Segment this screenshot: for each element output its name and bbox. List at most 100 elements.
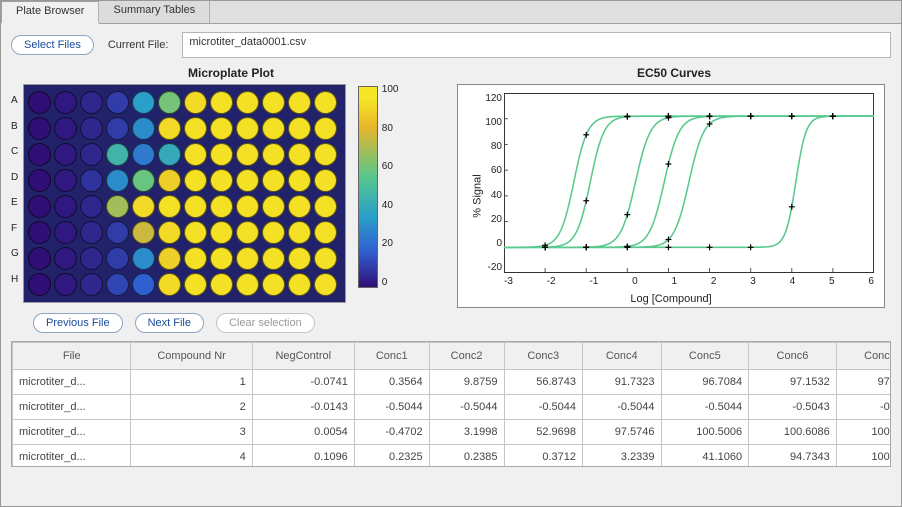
column-header[interactable]: Conc3	[504, 343, 583, 370]
table-row[interactable]: microtiter_d...30.0054-0.47023.199852.96…	[13, 420, 892, 445]
well[interactable]	[80, 273, 103, 296]
column-header[interactable]: Conc5	[661, 343, 749, 370]
well[interactable]	[158, 221, 181, 244]
well[interactable]	[314, 169, 337, 192]
well[interactable]	[236, 169, 259, 192]
well[interactable]	[80, 195, 103, 218]
well[interactable]	[236, 143, 259, 166]
ec50-chart[interactable]: % Signal 120100806040200-20 -3-2-1012345…	[457, 84, 885, 308]
well[interactable]	[236, 273, 259, 296]
well[interactable]	[262, 117, 285, 140]
column-header[interactable]: Conc7	[836, 343, 891, 370]
well[interactable]	[54, 195, 77, 218]
well[interactable]	[288, 169, 311, 192]
well[interactable]	[158, 247, 181, 270]
well[interactable]	[80, 91, 103, 114]
column-header[interactable]: Conc6	[749, 343, 837, 370]
well[interactable]	[314, 247, 337, 270]
well[interactable]	[210, 273, 233, 296]
table-row[interactable]: microtiter_d...2-0.0143-0.5044-0.5044-0.…	[13, 395, 892, 420]
well[interactable]	[28, 221, 51, 244]
well[interactable]	[28, 195, 51, 218]
well[interactable]	[262, 91, 285, 114]
well[interactable]	[132, 91, 155, 114]
data-table[interactable]: FileCompound NrNegControlConc1Conc2Conc3…	[11, 341, 891, 467]
well[interactable]	[184, 195, 207, 218]
column-header[interactable]: Conc4	[583, 343, 662, 370]
well[interactable]	[236, 91, 259, 114]
well[interactable]	[132, 117, 155, 140]
well[interactable]	[158, 117, 181, 140]
well[interactable]	[106, 247, 129, 270]
well[interactable]	[262, 143, 285, 166]
well[interactable]	[132, 169, 155, 192]
well[interactable]	[158, 169, 181, 192]
column-header[interactable]: File	[13, 343, 131, 370]
well[interactable]	[80, 117, 103, 140]
well[interactable]	[184, 221, 207, 244]
well[interactable]	[80, 143, 103, 166]
well[interactable]	[158, 91, 181, 114]
well[interactable]	[210, 117, 233, 140]
well[interactable]	[54, 221, 77, 244]
well[interactable]	[106, 273, 129, 296]
tab-plate-browser[interactable]: Plate Browser	[1, 1, 99, 24]
well[interactable]	[132, 143, 155, 166]
well[interactable]	[288, 143, 311, 166]
well[interactable]	[236, 221, 259, 244]
well[interactable]	[210, 169, 233, 192]
well[interactable]	[106, 91, 129, 114]
well[interactable]	[28, 273, 51, 296]
well[interactable]	[210, 221, 233, 244]
well[interactable]	[132, 221, 155, 244]
well[interactable]	[158, 273, 181, 296]
well[interactable]	[314, 117, 337, 140]
clear-selection-button[interactable]: Clear selection	[216, 313, 315, 333]
well[interactable]	[54, 117, 77, 140]
well[interactable]	[54, 143, 77, 166]
well[interactable]	[28, 117, 51, 140]
well[interactable]	[314, 195, 337, 218]
well[interactable]	[262, 195, 285, 218]
well[interactable]	[210, 91, 233, 114]
column-header[interactable]: NegControl	[252, 343, 354, 370]
well[interactable]	[288, 117, 311, 140]
well[interactable]	[132, 273, 155, 296]
well[interactable]	[184, 247, 207, 270]
column-header[interactable]: Conc2	[429, 343, 504, 370]
microplate-plot[interactable]	[23, 84, 346, 303]
well[interactable]	[314, 273, 337, 296]
well[interactable]	[28, 169, 51, 192]
well[interactable]	[54, 169, 77, 192]
well[interactable]	[80, 169, 103, 192]
well[interactable]	[132, 195, 155, 218]
well[interactable]	[158, 143, 181, 166]
well[interactable]	[80, 247, 103, 270]
well[interactable]	[210, 195, 233, 218]
well[interactable]	[54, 273, 77, 296]
column-header[interactable]: Compound Nr	[131, 343, 252, 370]
well[interactable]	[314, 91, 337, 114]
well[interactable]	[288, 273, 311, 296]
well[interactable]	[262, 273, 285, 296]
well[interactable]	[184, 273, 207, 296]
well[interactable]	[314, 143, 337, 166]
well[interactable]	[106, 117, 129, 140]
well[interactable]	[184, 91, 207, 114]
well[interactable]	[236, 195, 259, 218]
well[interactable]	[184, 169, 207, 192]
well[interactable]	[236, 117, 259, 140]
well[interactable]	[106, 221, 129, 244]
well[interactable]	[28, 247, 51, 270]
tab-summary-tables[interactable]: Summary Tables	[99, 1, 210, 23]
next-file-button[interactable]: Next File	[135, 313, 204, 333]
well[interactable]	[210, 143, 233, 166]
column-header[interactable]: Conc1	[354, 343, 429, 370]
well[interactable]	[184, 143, 207, 166]
well[interactable]	[132, 247, 155, 270]
well[interactable]	[262, 247, 285, 270]
well[interactable]	[28, 143, 51, 166]
table-row[interactable]: microtiter_d...1-0.07410.35649.875956.87…	[13, 370, 892, 395]
well[interactable]	[28, 91, 51, 114]
well[interactable]	[54, 247, 77, 270]
